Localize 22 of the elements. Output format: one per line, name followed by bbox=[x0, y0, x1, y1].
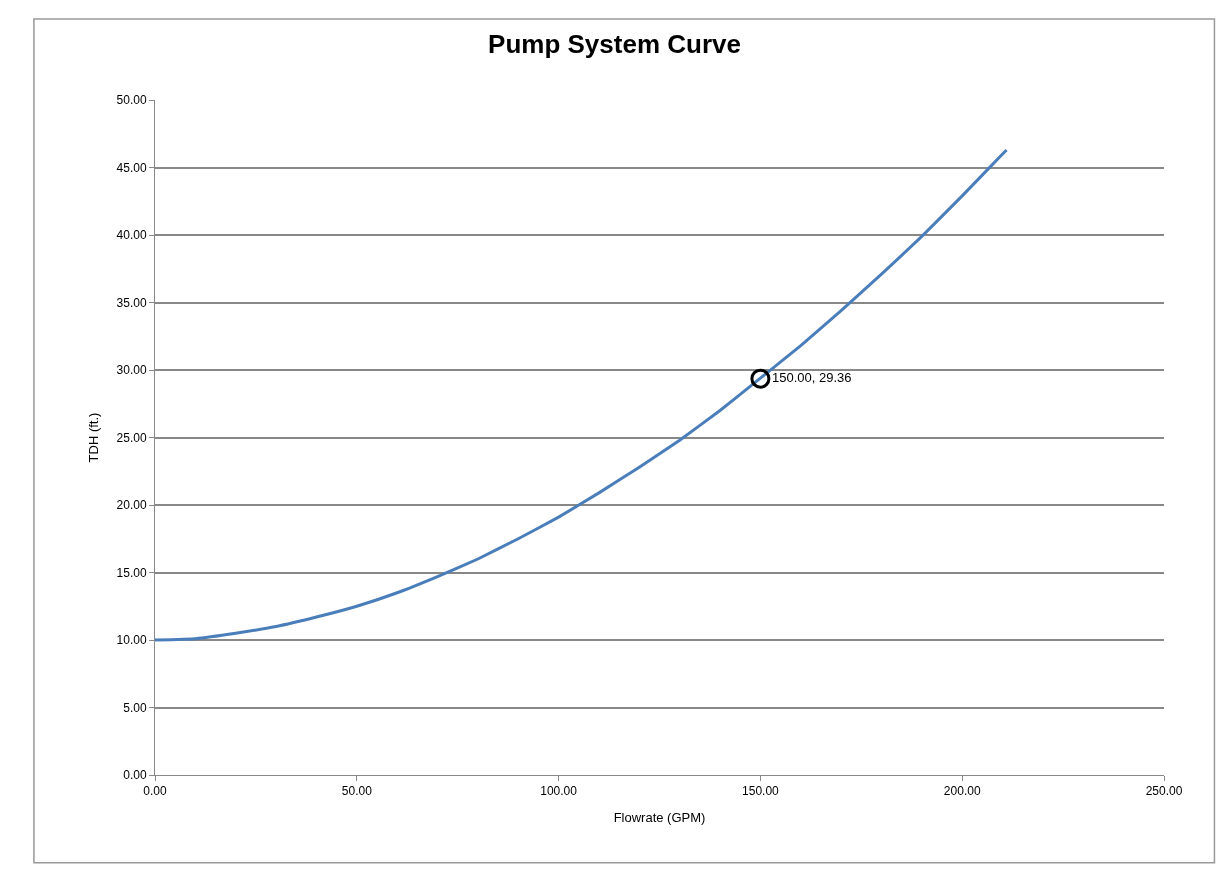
y-tick-label: 5.00 bbox=[123, 700, 147, 715]
y-tick-label: 50.00 bbox=[116, 93, 147, 108]
x-tick-label: 150.00 bbox=[742, 784, 780, 799]
y-tick-label: 40.00 bbox=[116, 228, 147, 243]
x-tick-label: 0.00 bbox=[143, 784, 167, 799]
x-tick-label: 250.00 bbox=[1145, 784, 1183, 799]
chart-title: Pump System Curve bbox=[488, 29, 741, 60]
y-tick-label: 35.00 bbox=[116, 295, 147, 310]
y-tick-label: 15.00 bbox=[116, 565, 147, 580]
y-tick-label: 20.00 bbox=[116, 498, 147, 513]
y-tick-label: 10.00 bbox=[116, 633, 147, 648]
x-tick-label: 50.00 bbox=[341, 784, 373, 799]
y-tick-label: 45.00 bbox=[116, 160, 147, 175]
x-axis-title: Flowrate (GPM) bbox=[613, 810, 706, 825]
y-axis-title: TDH (ft.) bbox=[85, 412, 101, 463]
x-tick-label: 200.00 bbox=[943, 784, 981, 799]
data-label: 150.00, 29.36 bbox=[772, 369, 852, 385]
y-tick-label: 30.00 bbox=[116, 363, 147, 378]
y-tick-label: 25.00 bbox=[116, 430, 147, 445]
x-tick-label: 100.00 bbox=[540, 784, 578, 799]
line-series bbox=[155, 148, 1009, 642]
y-tick-label: 0.00 bbox=[123, 768, 147, 783]
